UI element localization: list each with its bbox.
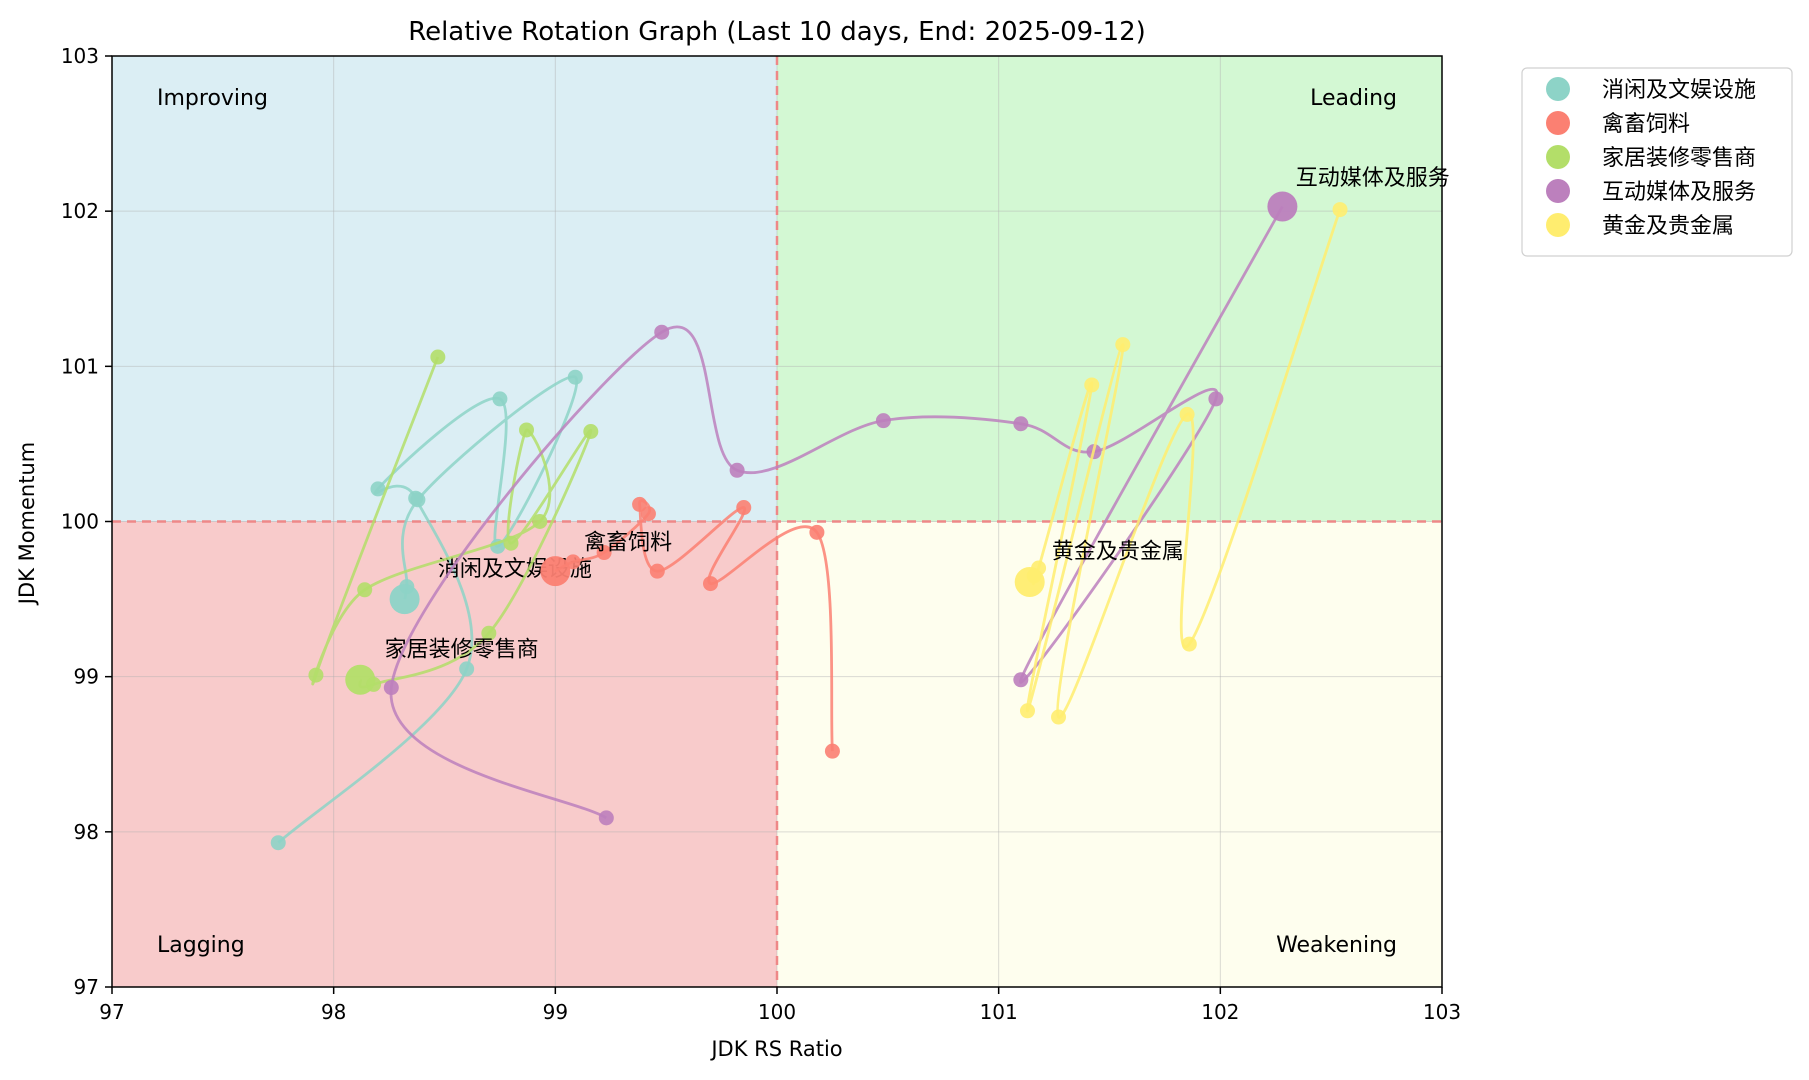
y-tick-label: 100 <box>61 510 99 534</box>
y-tick-label: 98 <box>74 820 99 844</box>
legend-label: 家居装修零售商 <box>1602 146 1756 171</box>
legend-label: 互动媒体及服务 <box>1602 180 1756 205</box>
quadrant-improving <box>112 56 777 522</box>
legend-marker <box>1546 111 1570 135</box>
series-label: 黄金及贵金属 <box>1052 540 1184 565</box>
series-label: 互动媒体及服务 <box>1296 166 1450 191</box>
x-tick-label: 102 <box>1201 1000 1239 1024</box>
series-point <box>430 349 446 365</box>
series-point <box>1115 337 1131 353</box>
quadrant-label: Leading <box>1310 86 1397 111</box>
series-point <box>632 496 648 512</box>
legend-marker <box>1546 179 1570 203</box>
legend-frame <box>1521 67 1793 257</box>
series-point <box>459 661 475 677</box>
legend-marker <box>1546 145 1570 169</box>
series-end-point <box>1267 191 1298 222</box>
series-end-point <box>540 556 571 587</box>
quadrant-label: Weakening <box>1276 933 1397 958</box>
legend-marker <box>1546 77 1570 101</box>
series-point <box>703 576 718 592</box>
y-tick-label: 103 <box>61 44 99 68</box>
x-tick-label: 101 <box>980 1000 1018 1024</box>
series-point <box>1051 709 1067 725</box>
y-tick-label: 97 <box>74 975 99 999</box>
series-point <box>1332 202 1348 218</box>
x-tick-label: 103 <box>1423 1000 1461 1024</box>
series-point <box>1084 377 1100 393</box>
series-point <box>1208 391 1224 407</box>
y-tick-label: 101 <box>61 354 99 378</box>
series-label: 家居装修零售商 <box>385 637 539 662</box>
series-tail <box>1025 209 1342 719</box>
series-point <box>809 524 825 540</box>
series-point <box>583 424 599 440</box>
legend-label: 禽畜饲料 <box>1602 112 1690 137</box>
series-point <box>1013 672 1029 688</box>
x-tick-label: 99 <box>543 1000 568 1024</box>
quadrant-leading <box>777 56 1442 522</box>
series-point <box>598 810 614 826</box>
legend-marker <box>1546 213 1570 237</box>
quadrant-weakening <box>777 521 1442 987</box>
series-end-point <box>345 664 376 695</box>
series-point <box>1179 406 1195 422</box>
series-point <box>270 835 286 851</box>
series-point <box>519 422 535 438</box>
quadrant-label: Improving <box>157 86 268 111</box>
legend-label: 黄金及贵金属 <box>1602 214 1734 239</box>
series-point <box>410 492 426 508</box>
series-point <box>1181 636 1197 652</box>
series-point <box>824 743 840 759</box>
series-point <box>649 563 665 579</box>
series-point <box>383 680 399 696</box>
x-axis-label: JDK RS Ratio <box>709 1037 842 1061</box>
series-point <box>503 535 519 551</box>
legend-label: 消闲及文娱设施 <box>1602 78 1756 103</box>
quadrant-lagging <box>112 521 777 987</box>
series-point <box>308 667 324 683</box>
series-point <box>596 545 612 561</box>
quadrant-label: Lagging <box>157 933 245 958</box>
x-tick-label: 100 <box>758 1000 796 1024</box>
series-point <box>481 625 497 641</box>
series-point <box>654 324 670 340</box>
series-point <box>1019 703 1035 719</box>
chart-title: Relative Rotation Graph (Last 10 days, E… <box>408 17 1146 47</box>
x-tick-label: 97 <box>99 1000 124 1024</box>
series-point <box>640 506 656 522</box>
series-point <box>736 500 752 516</box>
y-tick-label: 102 <box>61 199 99 223</box>
series-point <box>875 413 891 429</box>
series-point <box>492 391 508 407</box>
series-end-point <box>389 584 420 615</box>
series-point <box>357 582 373 598</box>
series-point <box>532 514 548 529</box>
series-point <box>729 462 745 478</box>
series-label: 禽畜饲料 <box>584 530 672 555</box>
y-tick-label: 99 <box>74 665 99 689</box>
x-tick-label: 98 <box>321 1000 346 1024</box>
series-end-point <box>1014 567 1045 598</box>
y-axis-label: JDK Momentum <box>15 442 39 606</box>
series-point <box>567 369 583 385</box>
series-point <box>1013 416 1029 432</box>
series-point <box>370 481 386 497</box>
series-point <box>565 554 581 570</box>
